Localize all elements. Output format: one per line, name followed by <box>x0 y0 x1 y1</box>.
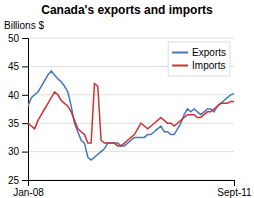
plot: 25 30 35 40 45 50 Jan-08 Sept-11 Exports Imports <box>8 33 252 198</box>
legend-swatch <box>172 65 188 67</box>
x-tick: Sept-11 <box>217 180 252 198</box>
x-tick-label: Sept-11 <box>217 187 252 198</box>
y-tick-label: 35 <box>8 118 20 129</box>
y-tick-label: 50 <box>8 33 20 44</box>
legend-label: Exports <box>192 47 226 58</box>
x-tick-mark <box>28 180 29 186</box>
legend-label: Imports <box>192 60 225 71</box>
x-tick-label: Jan-08 <box>13 187 44 198</box>
legend-swatch <box>172 52 188 54</box>
legend: Exports Imports <box>168 42 230 76</box>
y-tick-mark <box>22 38 28 39</box>
y-tick-mark <box>22 95 28 96</box>
x-axis: Jan-08 Sept-11 <box>13 180 252 198</box>
y-tick-label: 40 <box>8 90 20 101</box>
legend-box <box>168 42 230 76</box>
y-tick: 50 <box>8 33 28 44</box>
y-tick-mark <box>22 123 28 124</box>
y-tick: 45 <box>8 61 28 72</box>
y-tick: 25 <box>8 175 28 186</box>
y-tick-label: 45 <box>8 61 20 72</box>
legend-item: Imports <box>172 60 225 71</box>
y-tick: 30 <box>8 146 28 157</box>
y-axis-line <box>22 39 29 181</box>
title: Canada's exports and imports <box>41 3 213 17</box>
x-axis-line <box>29 181 235 187</box>
y-tick-label: 30 <box>8 146 20 157</box>
y-axis-title: Billions $ <box>4 20 44 31</box>
chart: Canada's exports and imports Billions $ 25… <box>0 0 254 198</box>
y-tick: 40 <box>8 90 28 101</box>
grid-line <box>28 123 234 124</box>
y-tick-mark <box>22 180 28 181</box>
y-tick-mark <box>22 152 28 153</box>
legend-item: Exports <box>172 47 226 58</box>
x-tick-mark <box>234 180 235 186</box>
line <box>28 71 234 160</box>
lines <box>28 71 234 160</box>
line <box>28 83 234 145</box>
grid <box>28 38 234 180</box>
y-axis: 25 30 35 40 45 50 <box>8 33 29 186</box>
y-tick-label: 25 <box>8 175 20 186</box>
grid-line <box>28 38 234 39</box>
y-tick-mark <box>22 66 28 67</box>
y-tick: 35 <box>8 118 28 129</box>
grid-line <box>28 151 234 152</box>
x-tick: Jan-08 <box>13 180 44 198</box>
